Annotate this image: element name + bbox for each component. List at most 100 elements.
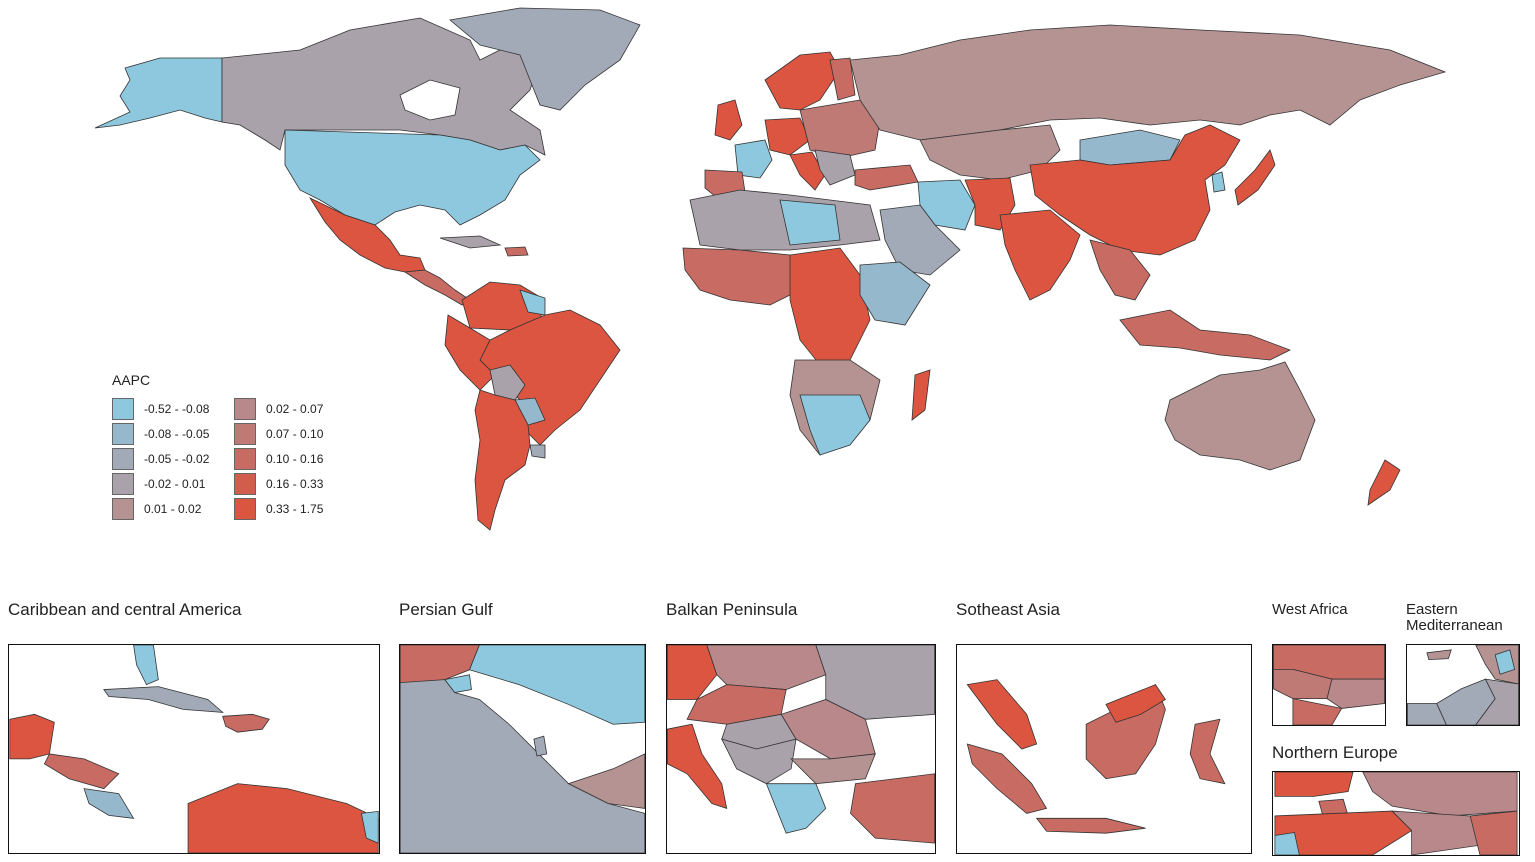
region-cuba — [439, 235, 502, 249]
legend-item: 0.10 - 0.16 — [234, 448, 323, 470]
legend-swatch — [234, 473, 256, 495]
inset-gulf-iran — [468, 645, 645, 725]
region-canada — [221, 17, 546, 156]
legend-swatch — [112, 448, 134, 470]
inset-title-west-africa: West Africa — [1272, 601, 1348, 618]
region-mongolia — [1079, 129, 1181, 166]
inset-balkan-turkey — [850, 773, 935, 844]
region-west-africa — [682, 247, 801, 306]
legend-label: -0.08 - -0.05 — [144, 427, 210, 441]
region-turkey — [854, 164, 919, 191]
inset-eastern-mediterranean-map — [1406, 644, 1520, 726]
region-southeast-asia — [1089, 239, 1151, 301]
region-east-africa — [859, 261, 931, 326]
inset-caribbean-central — [43, 753, 120, 790]
inset-caribbean-colombia-venezuela — [187, 783, 379, 853]
inset-southeast-asia-map — [956, 644, 1252, 854]
inset-gulf-qatar — [533, 735, 548, 757]
legend-swatch — [112, 398, 134, 420]
region-argentina-chile — [474, 389, 531, 531]
legend-label: 0.10 - 0.16 — [266, 452, 324, 466]
inset-gulf-uae — [567, 753, 645, 809]
legend-item: 0.16 - 0.33 — [234, 473, 323, 495]
legend-swatch — [112, 498, 134, 520]
legend-item: 0.33 - 1.75 — [234, 498, 323, 520]
region-korea — [1211, 171, 1226, 193]
region-uk — [714, 99, 743, 141]
region-libya — [779, 199, 841, 246]
inset-title-caribbean: Caribbean and central America — [8, 600, 242, 619]
inset-caribbean-map — [8, 644, 380, 854]
legend-swatch — [234, 498, 256, 520]
inset-ne-belarus — [1469, 810, 1518, 855]
legend-item: 0.02 - 0.07 — [234, 398, 323, 420]
inset-ne-poland — [1391, 810, 1481, 855]
inset-balkan-italy — [667, 723, 728, 810]
legend-item: 0.01 - 0.02 — [112, 498, 201, 520]
legend-item: 0.07 - 0.10 — [234, 423, 323, 445]
inset-balkan-greece — [765, 783, 827, 834]
legend-label: -0.02 - 0.01 — [144, 477, 206, 491]
inset-caribbean-florida — [133, 645, 159, 686]
legend-item: -0.05 - -0.02 — [112, 448, 209, 470]
inset-caribbean-guyana — [360, 810, 379, 844]
region-new-zealand — [1367, 459, 1401, 506]
region-hispaniola — [504, 246, 529, 257]
inset-title-northern-europe: Northern Europe — [1272, 743, 1398, 762]
inset-sea-malaysia-peninsula — [966, 679, 1038, 750]
legend-label: 0.33 - 1.75 — [266, 502, 324, 516]
inset-title-eastern-mediterranean: Eastern Mediterranean — [1406, 601, 1503, 634]
inset-caribbean-hispaniola — [222, 713, 270, 733]
inset-ne-netherlands — [1274, 832, 1300, 855]
region-greenland — [449, 7, 641, 111]
legend: AAPC -0.52 - -0.08 -0.08 - -0.05 -0.05 - -… — [108, 372, 348, 522]
region-japan — [1234, 149, 1276, 206]
inset-title-balkan: Balkan Peninsula — [666, 600, 798, 619]
region-india — [999, 209, 1081, 301]
inset-wa-guinea — [1292, 698, 1343, 725]
inset-caribbean-cuba — [103, 686, 224, 713]
region-hudson-bay — [399, 79, 461, 121]
region-australia — [1164, 361, 1316, 471]
region-china — [1029, 124, 1241, 256]
legend-label: 0.01 - 0.02 — [144, 502, 202, 516]
world-choropleth-map — [94, 7, 1447, 531]
region-france — [734, 139, 773, 179]
legend-label: -0.05 - -0.02 — [144, 452, 210, 466]
legend-item: -0.02 - 0.01 — [112, 473, 205, 495]
inset-balkan-germany — [667, 645, 718, 700]
region-scandinavia — [764, 51, 841, 111]
inset-sea-sulawesi — [1189, 718, 1226, 785]
region-usa — [284, 129, 541, 226]
inset-em-cyprus — [1426, 649, 1452, 661]
inset-title-southeast-asia: Sotheast Asia — [956, 600, 1060, 619]
inset-balkan-bulgaria — [790, 753, 876, 785]
legend-label: -0.52 - -0.08 — [144, 402, 210, 416]
inset-balkan-former-yugo — [721, 738, 797, 785]
inset-title-persian-gulf: Persian Gulf — [399, 600, 493, 619]
legend-swatch — [234, 423, 256, 445]
legend-title: AAPC — [112, 372, 151, 388]
inset-sea-sumatra — [966, 743, 1048, 814]
inset-sea-borneo-north — [1105, 684, 1166, 723]
inset-ne-norway-sweden — [1274, 772, 1354, 797]
region-balkans — [814, 149, 856, 186]
inset-northern-europe-map — [1272, 771, 1520, 856]
legend-swatch — [112, 473, 134, 495]
region-uruguay — [529, 444, 546, 459]
legend-swatch — [234, 398, 256, 420]
region-italy-balkans — [789, 151, 826, 191]
inset-wa-mali — [1326, 678, 1385, 709]
inset-balkan-map — [666, 644, 936, 854]
legend-item: -0.08 - -0.05 — [112, 423, 209, 445]
region-central-america — [403, 269, 471, 306]
region-central-africa — [789, 247, 871, 366]
region-madagascar — [911, 369, 931, 421]
inset-em-lebanon — [1494, 649, 1516, 675]
region-bolivia — [489, 364, 526, 401]
inset-caribbean-nicaragua — [83, 788, 135, 819]
inset-caribbean-mexico — [9, 713, 55, 760]
inset-ne-baltic-region — [1362, 772, 1518, 817]
inset-west-africa-map — [1272, 644, 1386, 726]
inset-em-jordan — [1475, 678, 1519, 725]
